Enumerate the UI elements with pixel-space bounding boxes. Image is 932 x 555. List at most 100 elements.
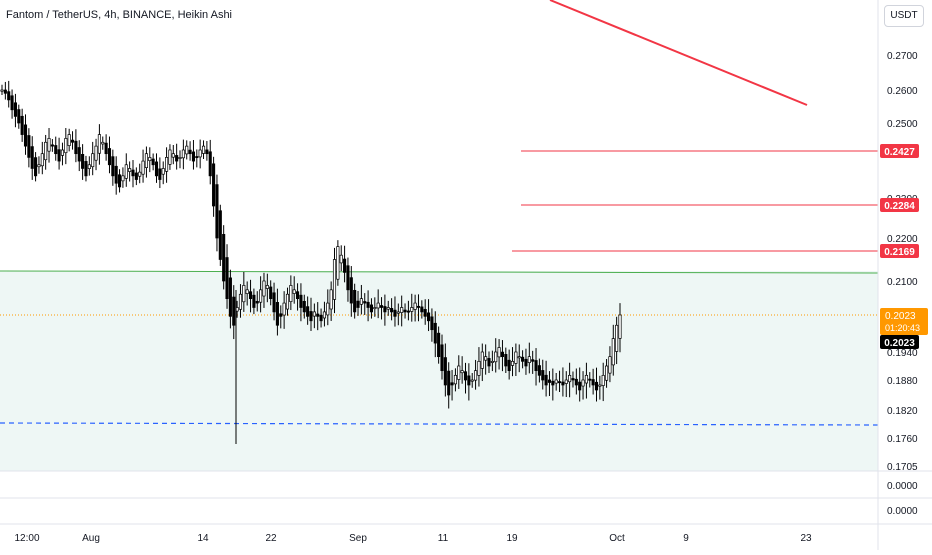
candle-body bbox=[447, 370, 451, 396]
x-tick-label: 19 bbox=[506, 533, 518, 544]
y-tick-label: 0.2500 bbox=[887, 119, 918, 130]
candle bbox=[390, 298, 394, 321]
candle bbox=[40, 141, 44, 175]
candle bbox=[336, 240, 340, 286]
candle-body bbox=[269, 286, 273, 300]
candle-body bbox=[470, 379, 474, 382]
candle bbox=[205, 141, 209, 161]
candle bbox=[615, 316, 619, 365]
candle bbox=[13, 93, 17, 128]
candle bbox=[306, 296, 310, 325]
candle-body bbox=[60, 149, 65, 156]
candle bbox=[510, 347, 515, 377]
candle-body bbox=[400, 307, 404, 313]
lower-pane: 0.0000 0.0000 bbox=[887, 481, 918, 517]
candle bbox=[17, 104, 21, 129]
candle-body bbox=[67, 134, 71, 146]
zone-top-line bbox=[0, 270, 879, 274]
candle bbox=[84, 155, 88, 182]
x-tick-label: 14 bbox=[197, 533, 209, 544]
candle-body bbox=[618, 314, 622, 339]
candle-body bbox=[581, 379, 585, 387]
candle bbox=[165, 147, 169, 183]
candle-body bbox=[201, 145, 206, 154]
candle-body bbox=[457, 365, 461, 380]
candle-body bbox=[500, 351, 504, 358]
candle-body bbox=[97, 134, 101, 154]
candle-body bbox=[383, 306, 387, 313]
candle-body bbox=[218, 210, 222, 260]
price-tag-bg bbox=[880, 244, 919, 258]
candle-body bbox=[285, 293, 290, 310]
candle-body bbox=[487, 358, 491, 367]
candle bbox=[148, 147, 152, 173]
candle-body bbox=[521, 356, 525, 362]
candle-body bbox=[517, 356, 521, 359]
candle bbox=[171, 144, 175, 165]
candle-body bbox=[114, 165, 118, 184]
candle-body bbox=[168, 149, 172, 165]
candle bbox=[463, 362, 468, 394]
candle-body bbox=[403, 309, 407, 313]
candle bbox=[376, 289, 380, 319]
candle-body bbox=[0, 89, 4, 92]
candle-body bbox=[299, 294, 303, 308]
candle bbox=[158, 157, 162, 189]
candle bbox=[124, 153, 128, 187]
candle bbox=[282, 291, 286, 329]
x-tick-label: 9 bbox=[683, 533, 689, 544]
candle-body bbox=[554, 379, 558, 384]
candle bbox=[544, 360, 548, 397]
candle bbox=[601, 362, 605, 402]
candle-body bbox=[151, 158, 155, 166]
candle-body bbox=[259, 289, 263, 303]
candle-body bbox=[416, 305, 421, 308]
candle-body bbox=[329, 289, 333, 310]
candle bbox=[208, 139, 212, 185]
candle-body bbox=[490, 360, 494, 363]
candle-body bbox=[7, 91, 11, 101]
candle bbox=[114, 156, 118, 195]
candle bbox=[312, 303, 316, 329]
candle bbox=[121, 167, 125, 188]
candle bbox=[440, 334, 444, 380]
candle-body bbox=[359, 298, 363, 305]
candle-body bbox=[390, 307, 394, 313]
candle bbox=[346, 257, 350, 302]
candle bbox=[185, 140, 189, 160]
currency-button[interactable]: USDT bbox=[884, 5, 924, 27]
candle-body bbox=[369, 304, 374, 313]
y-tick-label: 0.2700 bbox=[887, 51, 918, 62]
candle bbox=[403, 303, 407, 319]
candle-body bbox=[238, 293, 243, 310]
candle bbox=[272, 282, 276, 321]
candle-body bbox=[165, 157, 169, 172]
candle bbox=[568, 362, 572, 398]
candle bbox=[47, 128, 51, 163]
candle bbox=[383, 294, 387, 326]
candle-body bbox=[568, 374, 572, 383]
candle bbox=[7, 80, 11, 108]
candle-body bbox=[228, 277, 232, 317]
candle bbox=[420, 300, 424, 319]
candle-body bbox=[171, 153, 175, 158]
candle bbox=[319, 308, 323, 328]
candle-body bbox=[504, 354, 508, 367]
price-tag-resistance: 0.2169 bbox=[880, 244, 919, 258]
chart-title: Fantom / TetherUS, 4h, BINANCE, Heikin A… bbox=[6, 9, 232, 21]
candle-body bbox=[10, 95, 14, 111]
candle-body bbox=[332, 259, 337, 300]
candle-body bbox=[195, 156, 199, 159]
candle bbox=[255, 291, 259, 312]
candle-body bbox=[611, 338, 615, 366]
candle-body bbox=[134, 172, 138, 180]
candle bbox=[252, 288, 256, 315]
candle bbox=[70, 131, 75, 150]
candle bbox=[128, 161, 132, 182]
y-tick-label: 0.1820 bbox=[887, 406, 918, 417]
candle-body bbox=[111, 156, 115, 177]
candle bbox=[20, 108, 24, 142]
candle bbox=[467, 363, 471, 401]
candle-body bbox=[386, 307, 390, 310]
candle bbox=[514, 343, 518, 376]
